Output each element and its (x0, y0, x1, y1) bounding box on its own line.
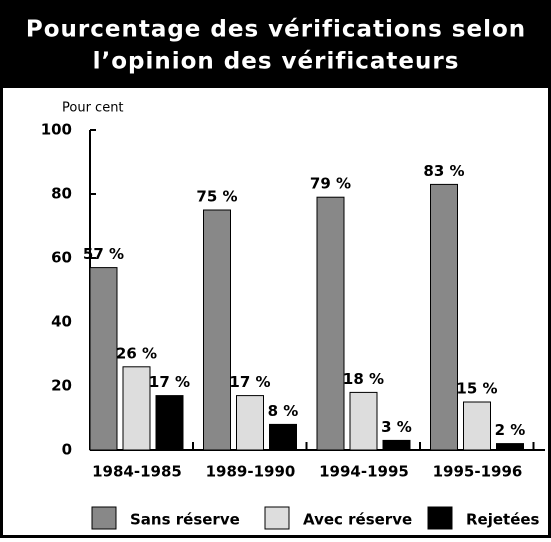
legend-swatch (427, 506, 453, 530)
bar (236, 395, 264, 451)
bar (89, 267, 118, 451)
y-tick-label: 60 (51, 249, 72, 267)
bar (203, 209, 231, 451)
bar (349, 391, 378, 451)
value-label: 8 % (268, 402, 299, 420)
legend-swatch (91, 506, 117, 530)
y-tick-label: 100 (41, 121, 72, 139)
value-label: 3 % (381, 418, 412, 436)
value-label: 57 % (83, 245, 124, 263)
value-label: 79 % (310, 175, 351, 193)
bar (122, 366, 151, 451)
value-label: 2 % (495, 421, 526, 439)
chart-title: Pourcentage des vérifications selon (26, 17, 526, 43)
x-tick-label: 1994-1995 (319, 463, 409, 481)
y-tick-label: 20 (51, 377, 72, 395)
legend-label: Avec réserve (303, 511, 412, 529)
value-label: 18 % (343, 370, 384, 388)
bar (496, 443, 524, 451)
bar (269, 423, 297, 451)
y-tick-label: 0 (62, 441, 72, 459)
bar (430, 183, 458, 451)
x-tick-label: 1995-1996 (433, 463, 523, 481)
bar (463, 401, 491, 451)
y-axis-label: Pour cent (62, 101, 124, 116)
title-banner (0, 0, 551, 88)
legend-label: Sans réserve (130, 511, 240, 529)
bar (316, 196, 345, 451)
value-label: 83 % (423, 162, 464, 180)
y-tick-label: 40 (51, 313, 72, 331)
bar (382, 439, 411, 451)
bar (155, 395, 184, 451)
x-tick-label: 1984-1985 (92, 463, 182, 481)
legend-label: Rejetées (466, 511, 540, 529)
legend-swatch (264, 506, 290, 530)
value-label: 15 % (456, 380, 497, 398)
value-label: 17 % (229, 373, 270, 391)
value-label: 75 % (196, 188, 237, 206)
value-label: 26 % (116, 344, 157, 362)
y-tick-label: 80 (51, 185, 72, 203)
x-tick-label: 1989-1990 (206, 463, 296, 481)
value-label: 17 % (149, 373, 190, 391)
chart-title: l’opinion des vérificateurs (93, 49, 460, 75)
